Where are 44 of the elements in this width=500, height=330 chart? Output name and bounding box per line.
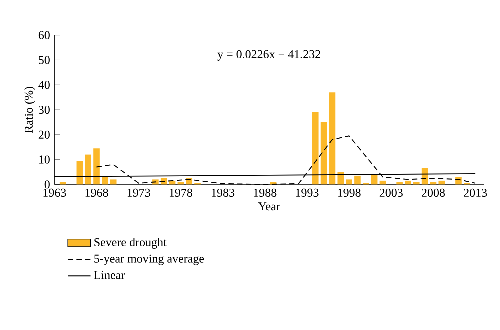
y-tick-label: 40 — [38, 81, 50, 90]
bar — [396, 182, 403, 185]
bar — [430, 182, 437, 185]
x-tick-label: 1983 — [212, 188, 235, 198]
bar — [438, 180, 446, 185]
y-tick-label: 50 — [39, 56, 50, 64]
y-tick-label: 20 — [38, 130, 50, 139]
bar — [110, 180, 117, 185]
bar — [371, 174, 378, 185]
y-tick-label: 60 — [38, 31, 50, 40]
bar — [102, 177, 108, 185]
bar — [312, 112, 319, 185]
x-axis-title: Year — [258, 202, 280, 211]
bar — [178, 182, 184, 185]
x-tick-label: 1988 — [254, 188, 277, 198]
y-tick-label: 0 — [44, 180, 50, 189]
x-tick-label: 2003 — [380, 188, 403, 198]
legend-label: Severe drought — [94, 238, 167, 249]
legend-label: Linear — [94, 271, 126, 280]
bar — [76, 161, 84, 185]
x-tick-label: 1963 — [44, 188, 66, 198]
x-tick-label: 2008 — [422, 188, 446, 198]
y-axis-title: Ratio (%) — [24, 87, 36, 134]
x-tick-label: 1998 — [338, 188, 361, 198]
bar — [338, 172, 344, 185]
bar — [320, 122, 328, 185]
x-tick-label: 1973 — [128, 188, 150, 198]
x-tick-label: 1978 — [170, 188, 192, 198]
x-tick-label: 2013 — [464, 188, 488, 198]
bar — [405, 180, 412, 185]
annotation: y = 0.0226x − 41.232 — [218, 50, 320, 61]
x-tick-label: 1993 — [296, 188, 319, 198]
y-tick-label: 30 — [38, 106, 50, 114]
bar — [413, 182, 420, 185]
legend-label: 5-year moving average — [94, 254, 204, 266]
bar — [160, 178, 168, 185]
bar — [329, 92, 336, 185]
x-tick-label: 1968 — [86, 188, 108, 198]
bar — [85, 154, 92, 185]
y-tick-label: 10 — [39, 156, 50, 164]
bar — [346, 180, 352, 185]
bar — [354, 176, 361, 185]
bar — [60, 182, 66, 185]
bar — [94, 148, 100, 185]
